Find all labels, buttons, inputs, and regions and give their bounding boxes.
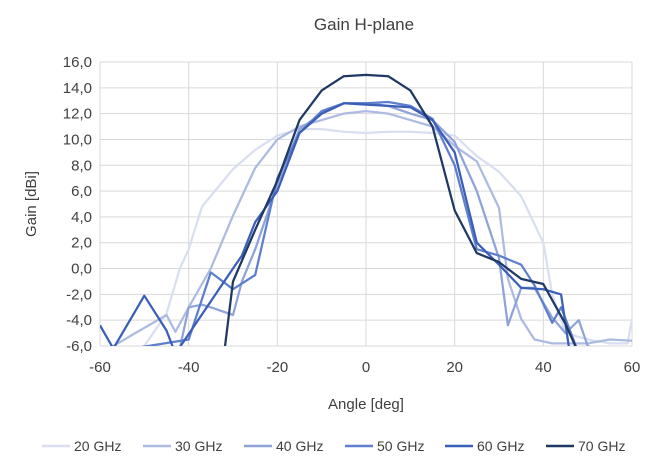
legend-item: 50 GHz (345, 438, 424, 454)
x-tick-label: -60 (89, 359, 111, 376)
chart-title: Gain H-plane (314, 15, 414, 34)
legend-label: 70 GHz (578, 438, 625, 454)
series-line-5 (100, 102, 570, 346)
y-tick-label: 14,0 (63, 80, 92, 97)
legend-item: 70 GHz (546, 438, 625, 454)
legend-label: 30 GHz (175, 438, 222, 454)
y-tick-label: 16,0 (63, 54, 92, 71)
legend-item: 40 GHz (244, 438, 323, 454)
series-line-1 (137, 127, 632, 346)
legend-label: 50 GHz (377, 438, 424, 454)
y-tick-label: 12,0 (63, 106, 92, 123)
x-tick-label: 0 (362, 359, 370, 376)
series-line-2 (110, 109, 632, 346)
y-tick-label: 8,0 (71, 157, 92, 174)
legend-item: 60 GHz (445, 438, 524, 454)
y-tick-label: -2,0 (66, 286, 92, 303)
legend-item: 20 GHz (42, 438, 121, 454)
legend-label: 40 GHz (276, 438, 323, 454)
x-tick-label: -20 (266, 359, 288, 376)
x-axis-label: Angle [deg] (328, 396, 404, 413)
y-tick-label: 10,0 (63, 131, 92, 148)
y-tick-label: 4,0 (71, 209, 92, 226)
y-tick-label: -4,0 (66, 312, 92, 329)
x-axis-ticks: -60 -40 -20 0 20 40 60 (89, 359, 640, 376)
y-tick-label: 6,0 (71, 183, 92, 200)
legend-label: 20 GHz (74, 438, 121, 454)
series-line-3 (179, 102, 592, 346)
x-tick-label: 60 (624, 359, 641, 376)
y-axis-label: Gain [dBi] (23, 171, 40, 237)
y-tick-label: -6,0 (66, 338, 92, 355)
series-line-6 (223, 73, 577, 346)
x-tick-label: 40 (535, 359, 552, 376)
legend: 20 GHz 30 GHz 40 GHz 50 GHz 60 GHz 70 GHz (42, 438, 625, 454)
gridlines (99, 61, 633, 347)
y-tick-label: 0,0 (71, 261, 92, 278)
legend-item: 30 GHz (143, 438, 222, 454)
legend-label: 60 GHz (477, 438, 524, 454)
series-layer (100, 73, 632, 346)
x-tick-label: -40 (178, 359, 200, 376)
y-tick-label: 2,0 (71, 235, 92, 252)
y-axis-ticks: -6,0 -4,0 -2,0 0,0 2,0 4,0 6,0 8,0 10,0 12,0 14,0 1… (63, 54, 92, 355)
series-line-4 (140, 100, 578, 346)
x-tick-label: 20 (446, 359, 463, 376)
